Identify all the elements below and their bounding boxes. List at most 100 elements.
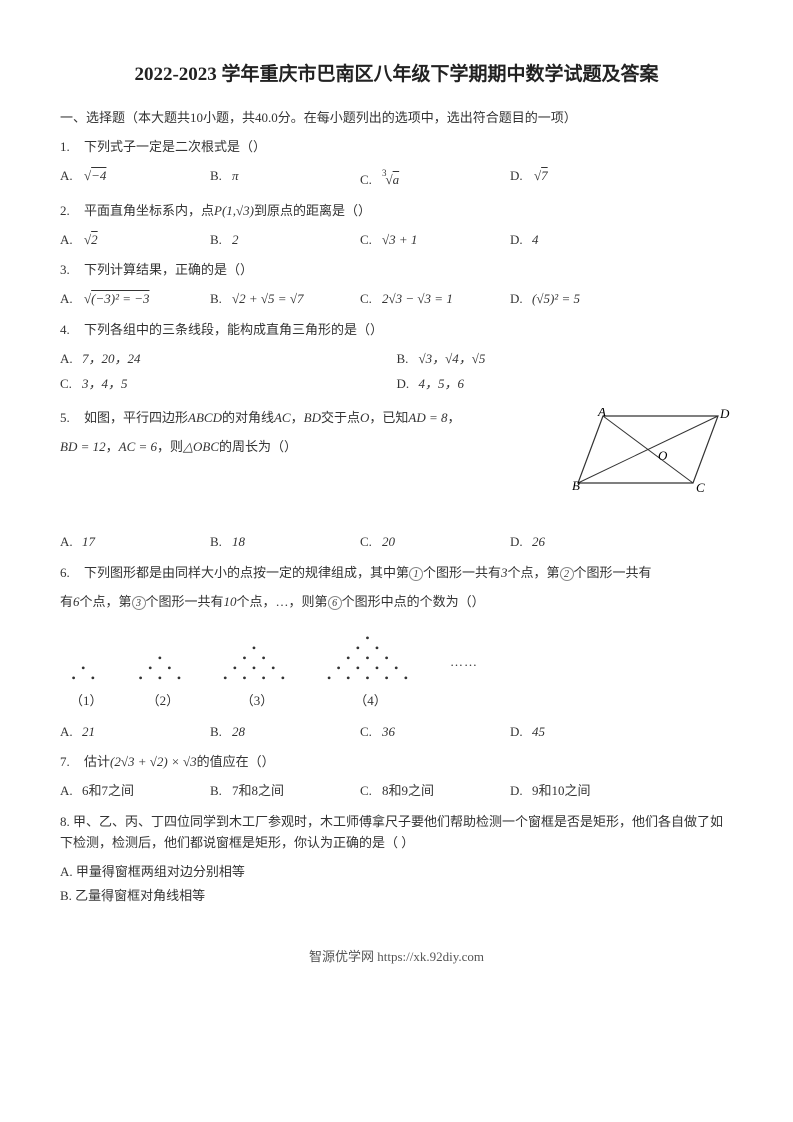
q6-opt-b: B. 28 xyxy=(210,722,360,743)
q5-text5: ，则 xyxy=(157,437,183,458)
q4-a-val: 7，20，24 xyxy=(82,349,141,370)
q7-b-val: 7和8之间 xyxy=(232,781,284,802)
q5-num: 5. xyxy=(60,408,84,429)
q1-opt-a: A. −4 xyxy=(60,166,210,191)
q2-text2: 到原点的距离是（ xyxy=(254,201,358,222)
q7-expr: (2√3 + √2) × √3 xyxy=(110,752,197,773)
opt-label-a: A. xyxy=(60,781,82,802)
opt-label-b: B. xyxy=(397,349,419,370)
q3-b-val: √2 + √5 = √7 xyxy=(232,289,303,310)
q5-ad: AD = 8 xyxy=(408,408,447,429)
q6-text6: 个图形一共有 xyxy=(146,592,224,613)
q1-opt-d: D. 7 xyxy=(510,166,660,191)
question-3: 3. 下列计算结果，正确的是（ ） xyxy=(60,260,733,281)
opt-label-a: A. xyxy=(60,349,82,370)
q2-a-val: 2 xyxy=(91,232,98,247)
dot-figure-3: • • • • • • • • • • （3） xyxy=(223,643,291,712)
label-B: B xyxy=(572,478,580,493)
q1-opt-c: C. 3a xyxy=(360,166,510,191)
q5-c1: ， xyxy=(291,408,304,429)
q6-text2: 个图形一共有 xyxy=(423,563,501,584)
opt-label-b: B. xyxy=(210,722,232,743)
q1-b-val: π xyxy=(232,166,239,187)
q7-a-val: 6和7之间 xyxy=(82,781,134,802)
q3-c-val: 2√3 − √3 = 1 xyxy=(382,289,453,310)
q7-num: 7. xyxy=(60,752,84,773)
q5-text3: 交于点 xyxy=(321,408,360,429)
q5-c-val: 20 xyxy=(382,532,395,553)
q6-text5: 个点，第 xyxy=(80,592,132,613)
q5-o: O xyxy=(360,408,369,429)
q4-options: A. 7，20，24 B. √3，√4，√5 C. 3，4，5 D. 4，5，6 xyxy=(60,349,733,399)
label-A: A xyxy=(597,408,606,419)
q5-paren: ） xyxy=(284,437,301,458)
dot-shape-1: • • • xyxy=(72,663,101,683)
dot-figure-1: • • • （1） xyxy=(70,663,103,712)
q3-num: 3. xyxy=(60,260,84,281)
q4-c-val: 3，4，5 xyxy=(82,374,128,395)
opt-label-d: D. xyxy=(510,532,532,553)
q4-d-val: 4，5，6 xyxy=(419,374,465,395)
q6-text3: 个点，第 xyxy=(508,563,560,584)
opt-label-c: C. xyxy=(360,781,382,802)
circled-1: 1 xyxy=(409,567,423,581)
question-8: 8. 甲、乙、丙、丁四位同学到木工厂参观时，木工师傅拿尺子要他们帮助检测一个窗框… xyxy=(60,812,733,854)
opt-label-c: C. xyxy=(360,170,382,191)
q2-num: 2. xyxy=(60,201,84,222)
dot-shape-2: • • • • • • xyxy=(139,653,188,683)
q7-d-val: 9和10之间 xyxy=(532,781,591,802)
q5-opt-b: B. 18 xyxy=(210,532,360,553)
opt-label-d: D. xyxy=(510,722,532,743)
opt-label-d: D. xyxy=(510,289,532,310)
parallelogram-svg: A D B C O xyxy=(568,408,733,503)
parallelogram-figure: A D B C O xyxy=(568,408,733,510)
page-footer: 智源优学网 https://xk.92diy.com xyxy=(60,947,733,968)
q1-paren: ） xyxy=(253,137,270,158)
q1-d-val: 7 xyxy=(541,168,548,183)
q5-text1: 如图，平行四边形 xyxy=(84,408,188,429)
q2-paren: ） xyxy=(358,201,375,222)
opt-label-a: A. xyxy=(60,166,82,187)
dot-shape-4: • • • • • • • • • • • • • • • xyxy=(327,633,414,683)
q3-a-val: (−3)² = −3 xyxy=(91,291,149,306)
fig-ellipsis: …… xyxy=(450,652,478,693)
q5-text2: 的对角线 xyxy=(222,408,274,429)
figlabel-3: （3） xyxy=(241,691,274,712)
q6-text1: 下列图形都是由同样大小的点按一定的规律组成，其中第 xyxy=(84,563,409,584)
question-1: 1. 下列式子一定是二次根式是（ ） xyxy=(60,137,733,158)
opt-label-c: C. xyxy=(60,374,82,395)
q3-text: 下列计算结果，正确的是（ xyxy=(84,260,240,281)
q2-b-val: 2 xyxy=(232,230,239,251)
figlabel-2: （2） xyxy=(147,691,180,712)
q5-abcd: ABCD xyxy=(188,408,222,429)
q5-c3: ， xyxy=(106,437,119,458)
q6-figures: • • • （1） • • • • • • （2） • • • • • • • … xyxy=(60,633,733,712)
q3-opt-b: B. √2 + √5 = √7 xyxy=(210,289,360,310)
q2-opt-a: A. 2 xyxy=(60,230,210,251)
question-5: 5. 如图，平行四边形 ABCD 的对角线 AC ， BD 交于点 O ，已知 … xyxy=(60,408,733,528)
q1-text: 下列式子一定是二次根式是（ xyxy=(84,137,253,158)
q8-opt-b: B. 乙量得窗框对角线相等 xyxy=(60,886,733,907)
q4-num: 4. xyxy=(60,320,84,341)
q8-num: 8. xyxy=(60,814,70,829)
q2-d-val: 4 xyxy=(532,230,539,251)
circled-3: 3 xyxy=(132,596,146,610)
opt-label-b: B. xyxy=(210,166,232,187)
opt-label-d: D. xyxy=(510,230,532,251)
q6-b-val: 28 xyxy=(232,722,245,743)
q7-opt-c: C. 8和9之间 xyxy=(360,781,510,802)
q7-c-val: 8和9之间 xyxy=(382,781,434,802)
label-D: D xyxy=(719,408,730,421)
opt-label-c: C. xyxy=(360,230,382,251)
question-6: 6. 下列图形都是由同样大小的点按一定的规律组成，其中第 1 个图形一共有 3 … xyxy=(60,563,733,584)
question-4: 4. 下列各组中的三条线段，能构成直角三角形的是（ ） xyxy=(60,320,733,341)
label-C: C xyxy=(696,480,705,495)
label-O: O xyxy=(658,448,668,463)
question-2: 2. 平面直角坐标系内，点 P(1,√3) 到原点的距离是（ ） xyxy=(60,201,733,222)
q8-paren: ） xyxy=(401,835,418,850)
opt-label-a: A. xyxy=(60,532,82,553)
q5-opt-d: D. 26 xyxy=(510,532,660,553)
opt-label-c: C. xyxy=(360,532,382,553)
q6-text8: 个图形中点的个数为（ xyxy=(342,592,472,613)
q4-opt-d: D. 4，5，6 xyxy=(397,374,734,395)
